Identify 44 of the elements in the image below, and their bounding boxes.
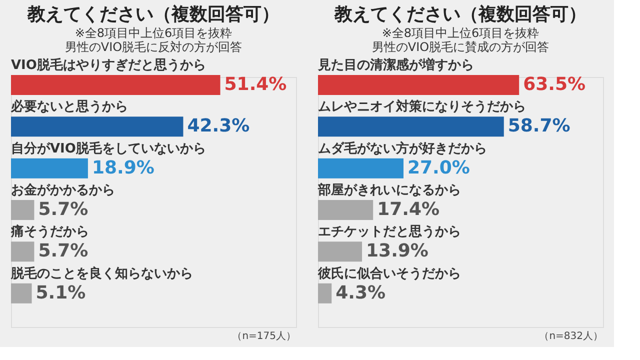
data-label: 5.7% [38, 240, 88, 262]
data-label: 4.3% [336, 282, 386, 304]
bar [11, 116, 184, 137]
bar [11, 200, 34, 220]
y-tick-label: 痛そうだから [10, 224, 89, 240]
data-label: 5.7% [38, 199, 88, 220]
y-tick-label: 見た目の清潔感が増すから [317, 57, 474, 73]
y-tick-label: 彼氏に似合いそうだから [317, 265, 461, 282]
text: ※全8項目中上位6項目を抜粋 [382, 26, 540, 40]
bar [318, 116, 504, 137]
text: ※全8項目中上位6項目を抜粋 [74, 26, 232, 40]
bar [318, 75, 520, 95]
data-label: 17.4% [377, 199, 440, 220]
y-tick-label: 部屋がきれいになるから [317, 182, 461, 198]
data-label: 13.9% [366, 240, 428, 262]
text: （n=832人） [539, 331, 603, 342]
bar [318, 200, 374, 220]
bar [11, 242, 34, 262]
y-tick-label: 脱毛のことを良く知らないから [10, 265, 193, 282]
chart-subtitle: 男性のVIO脱毛に反対の方が回答 [64, 40, 242, 54]
bar [11, 283, 32, 304]
data-label: 18.9% [92, 157, 154, 178]
bar [318, 158, 404, 178]
bar [11, 158, 88, 178]
chart-title: 教えてください（複数回答可） [26, 4, 280, 25]
chart-subtitle: 男性のVIO脱毛に賛成の方が回答 [372, 40, 550, 54]
data-label: 58.7% [508, 116, 570, 137]
data-label: 27.0% [408, 157, 470, 178]
bar [318, 242, 362, 262]
bar [11, 75, 220, 95]
y-tick-label: ムレやニオイ対策になりそうだから [318, 98, 526, 115]
data-label: 5.1% [36, 282, 86, 304]
y-tick-label: 必要ないと思うから [10, 98, 128, 115]
chart-title: 教えてください（複数回答可） [334, 4, 586, 25]
y-tick-label: VIO脱毛はやりすぎだと思うから [11, 57, 206, 73]
y-tick-label: ムダ毛がない方が好きだから [318, 140, 487, 156]
bar [318, 283, 332, 304]
data-label: 63.5% [523, 74, 586, 95]
y-tick-label: 自分がVIO脱毛をしていないから [11, 140, 206, 156]
y-tick-label: お金がかかるから [11, 183, 115, 198]
y-tick-label: エチケットだと思うから [318, 224, 461, 240]
data-label: 42.3% [187, 116, 250, 137]
text: （n=175人） [232, 331, 296, 342]
data-label: 51.4% [224, 74, 287, 95]
